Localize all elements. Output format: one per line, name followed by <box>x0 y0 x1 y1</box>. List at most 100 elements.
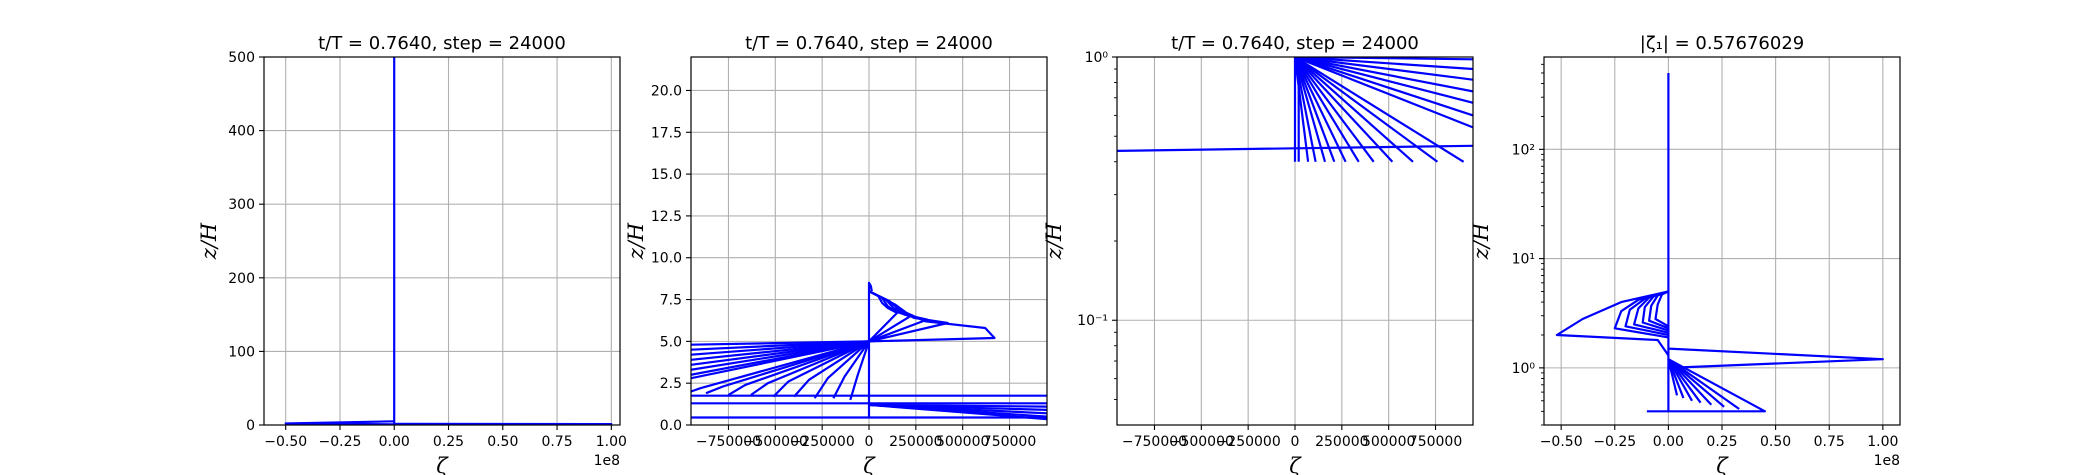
x-tick-label: 250000 <box>1315 434 1368 450</box>
series-line <box>1646 358 1767 413</box>
x-offset-text: 1e8 <box>594 453 620 469</box>
series-line <box>1293 57 1310 162</box>
chart-3: −750000−500000−250000 0 250000500000750000… <box>1042 33 1474 475</box>
y-axis-label: z/H <box>624 222 648 260</box>
series-line <box>1294 57 1465 163</box>
chart-title: |ζ₁| = 0.57676029 <box>1640 33 1804 54</box>
chart-title: t/T = 0.7640, step = 24000 <box>318 33 566 54</box>
x-offset-text: 1e8 <box>1874 453 1900 469</box>
series-line <box>727 340 870 396</box>
x-axis-label: ζ <box>1716 454 1729 475</box>
x-tick-label: −250000 <box>1216 434 1281 450</box>
y-axis-label: z/H <box>197 222 221 260</box>
y-tick-label: 20.0 <box>651 83 682 99</box>
series-line <box>1294 57 1473 81</box>
y-tick-label: 0.0 <box>660 418 682 434</box>
x-axis-label: ζ <box>436 454 449 475</box>
y-tick-label: 300 <box>228 197 255 213</box>
series-line <box>849 341 871 401</box>
y-tick-label: 10⁰ <box>1085 50 1109 66</box>
x-tick-label: 0 <box>865 434 874 450</box>
series-line <box>867 281 873 419</box>
x-tick-label: 1.00 <box>596 434 627 450</box>
series-line <box>772 340 870 398</box>
chart-title: t/T = 0.7640, step = 24000 <box>1171 33 1419 54</box>
series-line <box>1654 290 1669 328</box>
series-line <box>691 340 870 380</box>
x-tick-label: −250000 <box>790 434 855 450</box>
series-line <box>1293 57 1317 163</box>
series-line <box>813 340 870 399</box>
series-line <box>1294 57 1360 163</box>
y-tick-label: 2.5 <box>660 376 682 392</box>
y-axis-label: z/H <box>1469 222 1493 260</box>
x-axis-label: ζ <box>1289 454 1302 475</box>
series-line <box>1667 358 1693 402</box>
x-tick-label: −750000 <box>696 434 761 450</box>
x-tick-label: 0.75 <box>541 434 572 450</box>
y-tick-label: 100 <box>228 344 255 360</box>
y-tick-label: 10² <box>1512 142 1535 158</box>
y-tick-label: 200 <box>228 271 255 287</box>
y-tick-label: 10¹ <box>1512 252 1535 268</box>
y-tick-label: 0 <box>246 418 255 434</box>
series-line <box>1667 358 1740 410</box>
x-tick-label: −0.50 <box>1540 434 1583 450</box>
x-tick-label: −0.25 <box>1593 434 1636 450</box>
series-line <box>1667 358 1713 406</box>
x-tick-label: 750000 <box>1409 434 1462 450</box>
series-group <box>1555 73 1884 413</box>
series-line <box>1668 347 1884 369</box>
chart-4: −0.50 −0.25 0.00 0.25 0.50 0.75 1.00 10⁰ 10¹ 10² |… <box>1469 33 1901 475</box>
series-line <box>832 340 870 399</box>
y-tick-label: 15.0 <box>651 167 682 183</box>
x-tick-label: −500000 <box>1169 434 1234 450</box>
series-line <box>1293 57 1336 163</box>
series-line <box>1294 57 1473 117</box>
x-tick-label: 0.25 <box>1706 434 1737 450</box>
chart-title: t/T = 0.7640, step = 24000 <box>745 33 993 54</box>
x-tick-label: −500000 <box>743 434 808 450</box>
x-tick-label: 0.25 <box>433 434 464 450</box>
y-tick-label: 7.5 <box>660 293 682 309</box>
plot-frame <box>263 56 621 426</box>
series-line <box>1667 358 1725 408</box>
x-axis-label: ζ <box>863 454 876 475</box>
x-tick-label: −0.50 <box>264 434 307 450</box>
x-tick-label: 750000 <box>983 434 1036 450</box>
series-line <box>284 420 395 425</box>
x-tick-label: 0.00 <box>379 434 410 450</box>
y-tick-label: 10.0 <box>651 251 682 267</box>
series-group <box>691 281 1047 421</box>
x-tick-label: −0.25 <box>319 434 362 450</box>
x-tick-label: 0.75 <box>1814 434 1845 450</box>
series-line <box>1294 57 1473 129</box>
x-tick-label: 0.50 <box>487 434 518 450</box>
series-line <box>691 340 870 393</box>
y-tick-label: 10⁰ <box>1512 361 1536 377</box>
chart-2: −750000−500000−250000 0 250000500000750000… <box>624 33 1048 475</box>
series-line <box>1293 57 1327 163</box>
y-tick-label: 12.5 <box>651 209 682 225</box>
series-line <box>1294 57 1473 104</box>
series-line <box>1294 57 1439 163</box>
y-axis-label: z/H <box>1042 222 1066 260</box>
series-line <box>1555 290 1670 357</box>
series-line <box>1294 57 1347 163</box>
series-line <box>1294 57 1473 71</box>
y-tick-label: 17.5 <box>651 125 682 141</box>
y-tick-label: 500 <box>228 50 255 66</box>
x-tick-label: 0.50 <box>1760 434 1791 450</box>
series-line <box>868 290 899 343</box>
x-tick-label: 500000 <box>936 434 989 450</box>
series-line <box>1667 358 1679 396</box>
series-line <box>793 340 870 398</box>
x-tick-label: 500000 <box>1362 434 1415 450</box>
series-line <box>750 340 870 396</box>
y-tick-label: 400 <box>228 124 255 140</box>
series-line <box>1294 57 1394 163</box>
x-tick-label: −750000 <box>1122 434 1187 450</box>
series-group <box>1117 57 1473 163</box>
